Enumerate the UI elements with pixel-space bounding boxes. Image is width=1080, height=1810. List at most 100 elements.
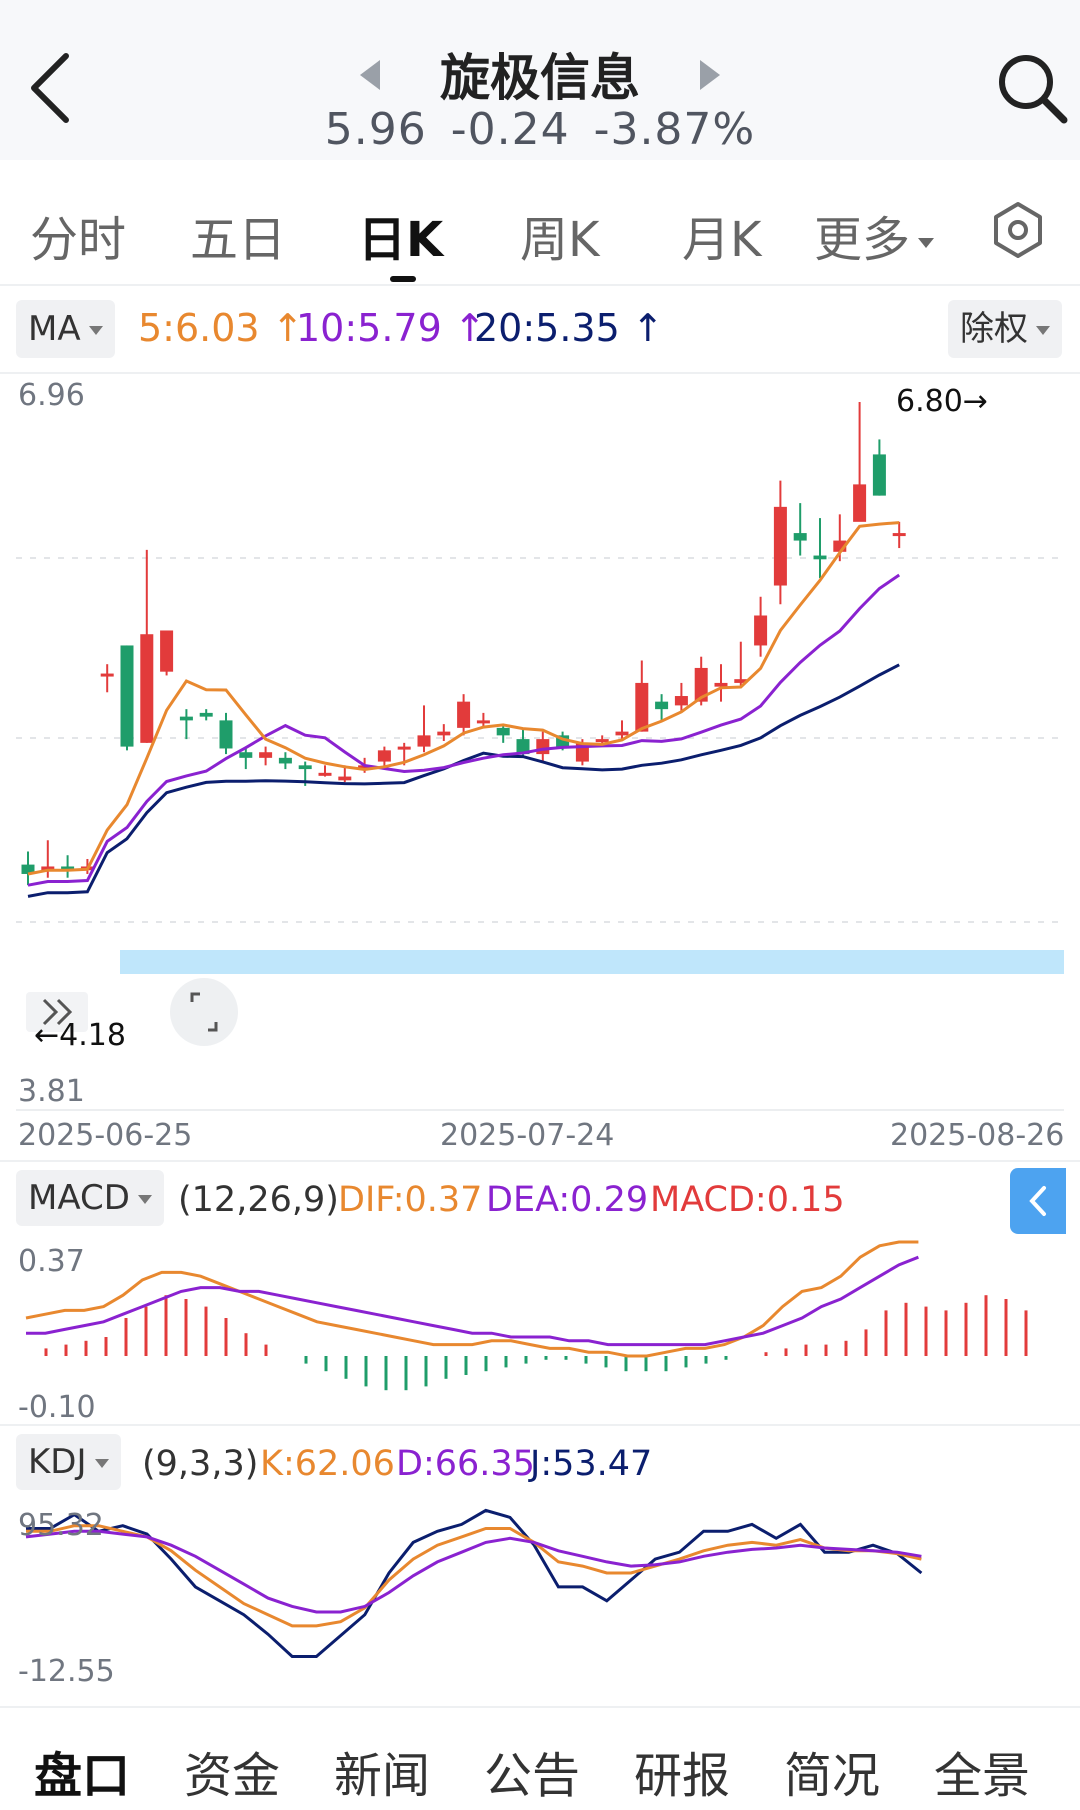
next-stock-icon[interactable] — [700, 60, 720, 90]
active-tab-indicator — [390, 276, 416, 282]
nav-profile[interactable]: 简况 — [784, 1748, 881, 1804]
arrow-left-icon: ← — [34, 1018, 60, 1053]
candle-body — [892, 533, 906, 537]
prev-stock-icon[interactable] — [360, 60, 380, 90]
chevron-down-icon — [137, 1195, 152, 1204]
expand-icon-glyph — [190, 992, 218, 1032]
candle-body — [318, 772, 332, 776]
macd-ymax-label: 0.37 — [18, 1244, 85, 1279]
candle-body — [516, 739, 530, 755]
nav-research[interactable]: 研报 — [634, 1748, 731, 1804]
high-marker: 6.80→ — [896, 384, 988, 419]
candlestick-chart[interactable] — [0, 372, 1080, 1111]
candle-body — [457, 701, 471, 728]
nav-announcements[interactable]: 公告 — [484, 1748, 581, 1804]
candle-body — [635, 682, 649, 732]
chevron-down-icon — [94, 1459, 109, 1468]
kdj-chart[interactable] — [0, 1490, 1080, 1690]
chevron-down-icon — [918, 238, 935, 248]
candle-body — [674, 696, 688, 706]
kdj-selector[interactable]: KDJ — [16, 1434, 121, 1490]
chevron-left-icon — [1029, 1186, 1046, 1216]
date-label-end: 2025-08-26 — [890, 1118, 1065, 1153]
period-tabs: 分时 五日 日K 周K 月K 更多 — [0, 172, 1080, 282]
nav-funds[interactable]: 资金 — [184, 1748, 281, 1804]
candle-body — [655, 701, 669, 710]
last-price: 5.96 — [324, 104, 427, 155]
kdj-ymax-label: 95.32 — [18, 1508, 104, 1543]
ma5-value: 5:6.03 ↑ — [138, 306, 304, 350]
ma-selector[interactable]: MA — [16, 300, 115, 358]
macd-bars — [44, 1295, 1028, 1391]
macd-ymin-label: -0.10 — [18, 1390, 96, 1425]
quote-line: 5.96 -0.24 -3.87% — [0, 104, 1080, 155]
kdj-j: J:53.47 — [530, 1444, 653, 1484]
candle-body — [714, 682, 728, 687]
kdj-d-line — [25, 1529, 922, 1614]
adjust-selector[interactable]: 除权 — [948, 300, 1062, 358]
tab-more-label: 更多 — [814, 212, 911, 268]
macd-divider — [0, 1424, 1080, 1426]
kdj-selector-label: KDJ — [28, 1442, 87, 1482]
candle-body — [179, 716, 193, 721]
candle-body — [21, 864, 35, 874]
candle-body — [476, 720, 490, 724]
ma20-value: 20:5.35 ↑ — [474, 306, 664, 350]
arrow-up-icon: ↑ — [271, 306, 304, 350]
k-ymax-label: 6.96 — [18, 378, 85, 413]
high-label: 6.80 — [896, 384, 963, 419]
k-ymin-label: 3.81 — [18, 1074, 85, 1109]
kdj-d: D:66.35 — [396, 1444, 535, 1484]
candle-body — [734, 679, 748, 683]
ma10-line — [27, 573, 901, 887]
tab-five-day[interactable]: 五日 — [190, 212, 287, 268]
date-label-start: 2025-06-25 — [18, 1118, 193, 1153]
candle-body — [773, 506, 787, 586]
candle-body — [219, 720, 233, 749]
search-icon[interactable] — [992, 48, 1072, 128]
macd-value: MACD:0.15 — [650, 1180, 845, 1220]
hexagon-settings-icon[interactable] — [988, 200, 1048, 260]
candle-body — [41, 866, 55, 871]
tab-daily-k[interactable]: 日K — [358, 212, 444, 268]
candle-body — [754, 615, 768, 646]
candle-body — [140, 634, 154, 743]
candle-body — [397, 746, 411, 750]
nav-overview[interactable]: 全景 — [934, 1748, 1031, 1804]
ma10-text: 10:5.79 — [296, 306, 442, 350]
collapse-panel-button[interactable] — [1010, 1168, 1066, 1234]
tab-monthly-k[interactable]: 月K — [682, 212, 762, 268]
kdj-params: (9,3,3) — [142, 1444, 259, 1484]
date-label-mid: 2025-07-24 — [440, 1118, 615, 1153]
expand-icon[interactable] — [170, 978, 238, 1046]
nav-news[interactable]: 新闻 — [334, 1748, 431, 1804]
tab-more[interactable]: 更多 — [814, 200, 935, 270]
candle-body — [100, 673, 114, 677]
candle-body — [595, 739, 609, 743]
candle-body — [278, 757, 292, 764]
tab-intraday[interactable]: 分时 — [30, 212, 127, 268]
kdj-ymin-label: -12.55 — [18, 1654, 115, 1689]
candle-body — [694, 667, 708, 702]
candle-body — [160, 630, 174, 672]
ma-selector-label: MA — [28, 309, 81, 349]
macd-chart[interactable] — [0, 1236, 1080, 1436]
candle-body — [833, 540, 847, 552]
candle-body — [853, 484, 867, 522]
candle-body — [615, 731, 629, 736]
candle-body — [61, 866, 75, 871]
chevron-down-icon — [1036, 326, 1050, 335]
chevron-left-icon[interactable] — [22, 48, 82, 128]
dea-line — [26, 1255, 919, 1347]
candle-body — [496, 727, 510, 736]
ma20-line — [27, 663, 900, 898]
candle-body — [358, 765, 372, 770]
nav-order-book[interactable]: 盘口 — [34, 1748, 131, 1804]
double-chevron-glyph — [42, 998, 73, 1026]
candle-body — [239, 752, 253, 758]
kdj-k: K:62.06 — [260, 1444, 395, 1484]
top-header: 旋极信息 5.96 -0.24 -3.87% — [0, 0, 1080, 160]
tab-weekly-k[interactable]: 周K — [520, 212, 600, 268]
macd-selector[interactable]: MACD — [16, 1170, 164, 1226]
arrow-up-icon: ↑ — [631, 306, 664, 350]
